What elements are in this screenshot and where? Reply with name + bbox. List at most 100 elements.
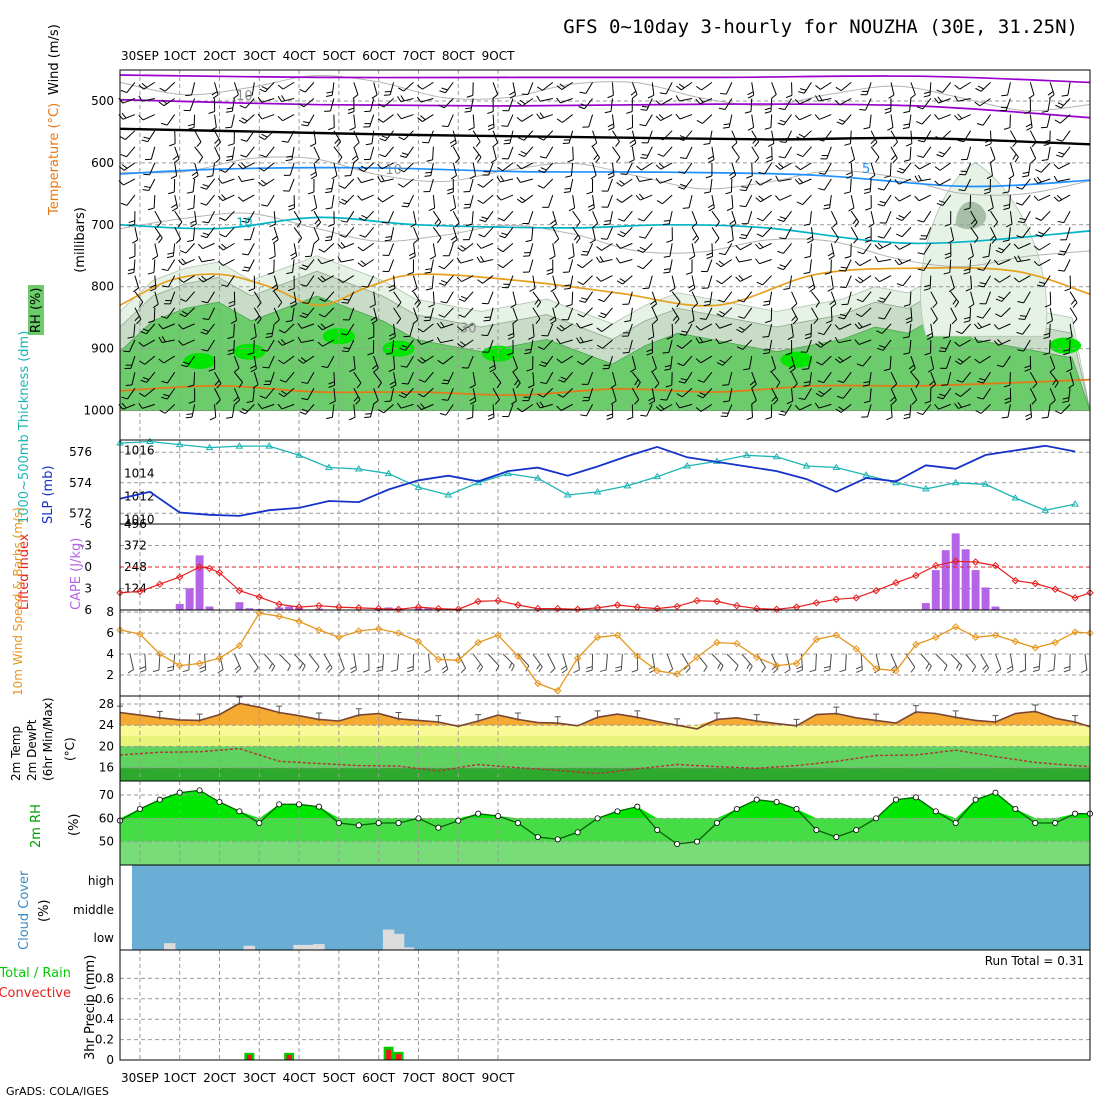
wind-barb-staff (843, 371, 852, 383)
wind-barb-staff (751, 146, 760, 159)
wind-barb-feather (1043, 139, 1051, 143)
rh2m-marker (873, 815, 880, 822)
wind-barb-feather (883, 368, 891, 372)
wind-barb-staff (819, 114, 832, 120)
wind-barb-feather (170, 175, 177, 180)
wind10m-marker (971, 633, 980, 641)
wind-barb-feather (903, 304, 911, 307)
wind-barb-feather (676, 301, 681, 308)
wind-barb-feather (290, 252, 297, 257)
wind-barb-staff (1001, 243, 1011, 254)
wind-barb-feather (450, 175, 457, 180)
wind-barb-feather (558, 379, 565, 383)
wind-barb-staff (350, 162, 355, 176)
wind-barb-staff (147, 130, 156, 142)
wind-barb-feather (1054, 119, 1061, 124)
wind-barb-staff (1021, 194, 1031, 206)
wind-barb-feather (328, 127, 335, 131)
wind-barb-feather (631, 94, 638, 99)
wind-barb-feather (694, 238, 700, 244)
wind-barb-feather (372, 400, 379, 405)
wind-barb-feather (178, 340, 184, 346)
wind-barb-feather (704, 300, 711, 303)
wind-barb-feather (118, 404, 124, 410)
wind-barb-feather (401, 205, 408, 208)
wind-barb-feather (604, 110, 612, 114)
wind-barb-feather (748, 665, 753, 672)
wind-barb-staff (373, 82, 378, 96)
wind-barb-staff (684, 371, 693, 384)
wind-barb-staff (651, 653, 656, 670)
wind-barb-feather (692, 303, 698, 309)
wind-barb-feather (403, 202, 410, 205)
wind-barb-staff (406, 355, 414, 368)
wind-barb-staff (922, 404, 932, 415)
wind-barb-staff (234, 371, 243, 383)
wind-barb-staff (592, 146, 601, 158)
date-label-bottom: 30SEP (121, 1071, 159, 1085)
wind-barb-staff (153, 195, 156, 209)
wind-barb-staff (212, 162, 216, 176)
rh2m-marker (1072, 810, 1079, 817)
wind-barb-feather (349, 368, 356, 373)
wind-barb-staff (122, 98, 136, 104)
wind-barb-feather (225, 110, 233, 113)
wind-barb-feather (677, 362, 684, 367)
wind-barb-staff (424, 371, 434, 383)
temp-maxmin-marker (315, 712, 322, 721)
wind-barb-feather (257, 403, 263, 409)
wind-barb-staff (970, 210, 978, 223)
wind-barb-staff (726, 653, 739, 666)
wind-barb-feather (417, 117, 423, 122)
wind-barb-feather (377, 176, 382, 183)
wind-barb-feather (596, 276, 602, 282)
wind-barb-staff (442, 355, 454, 365)
wind-barb-feather (646, 349, 653, 353)
wind-barb-feather (327, 667, 333, 673)
wind-barb-feather (854, 323, 860, 329)
precip-tick-label: 0.8 (95, 971, 114, 985)
wind-barb-feather (655, 406, 662, 412)
wind-barb-feather (803, 271, 810, 275)
date-label-bottom: 3OCT (243, 1071, 276, 1085)
rh2m-marker (355, 822, 362, 829)
wind-barb-staff (509, 130, 514, 144)
wind-barb-staff (540, 114, 553, 120)
thickness-marker (295, 451, 303, 458)
wind-barb-feather (998, 247, 1005, 251)
wind-barb-staff (1038, 653, 1041, 670)
thickness-marker (265, 442, 274, 449)
wind-barb-staff (182, 259, 195, 266)
wind-barb-feather (958, 189, 965, 192)
date-label-top: 2OCT (203, 49, 236, 63)
wind-barb-staff (666, 653, 674, 670)
wind-barb-staff (390, 227, 395, 241)
wind-barb-staff (427, 653, 431, 670)
wind-barb-staff (611, 388, 617, 401)
wind-barb-feather (1003, 384, 1011, 388)
wind-barb-feather (1043, 336, 1050, 340)
wind-barb-feather (973, 323, 979, 330)
wind-barb-feather (703, 143, 710, 145)
wind-barb-feather (325, 664, 331, 670)
wind-barb-feather (815, 301, 820, 308)
wind-barb-feather (1017, 255, 1022, 262)
lifted-index-marker (971, 558, 980, 566)
cape-bar (414, 608, 423, 610)
wind-barb-staff (606, 227, 613, 240)
date-label-top: 5OCT (322, 49, 355, 63)
wind-barb-staff (512, 388, 517, 401)
wind-barb-staff (134, 227, 139, 241)
wind-barb-feather (458, 314, 465, 318)
wind-barb-feather (856, 669, 863, 673)
rh2m-marker (773, 799, 780, 806)
wind-barb-staff (990, 130, 992, 144)
wind-barb-feather (695, 98, 701, 105)
wind-barb-staff (122, 114, 136, 120)
low-cloud-bar (164, 943, 176, 950)
wind-barb-feather (479, 219, 486, 223)
wind-barb-staff (393, 323, 396, 337)
wind-barb-feather (398, 87, 405, 92)
wind-barb-feather (227, 348, 234, 352)
wind-barb-staff (273, 275, 279, 289)
